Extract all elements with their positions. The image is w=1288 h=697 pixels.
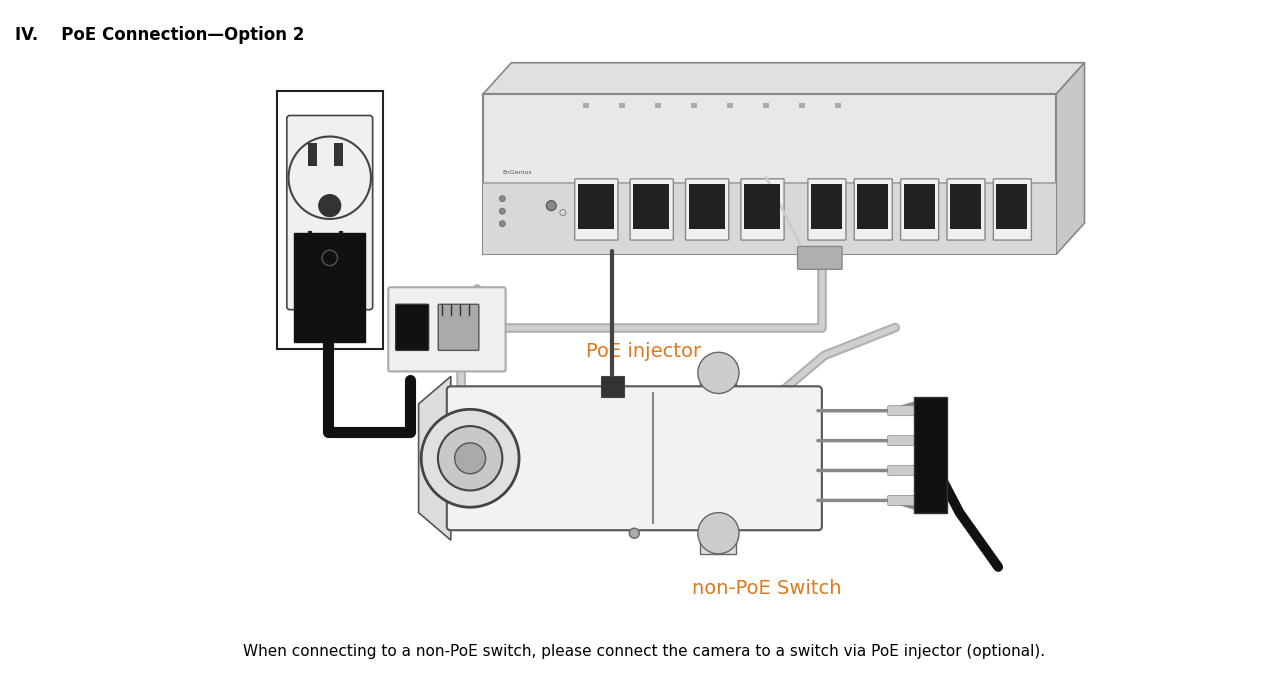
Circle shape bbox=[455, 443, 486, 474]
Bar bbox=[744, 184, 781, 229]
FancyBboxPatch shape bbox=[438, 305, 479, 351]
FancyBboxPatch shape bbox=[900, 179, 939, 240]
Bar bbox=[728, 103, 733, 108]
FancyBboxPatch shape bbox=[854, 179, 893, 240]
Bar bbox=[811, 184, 842, 229]
FancyBboxPatch shape bbox=[797, 247, 842, 269]
Text: PoE injector: PoE injector bbox=[586, 342, 701, 362]
FancyBboxPatch shape bbox=[887, 466, 918, 475]
Text: EnGenius: EnGenius bbox=[502, 170, 532, 176]
Bar bbox=[836, 103, 841, 108]
Bar bbox=[656, 103, 661, 108]
Circle shape bbox=[289, 137, 371, 219]
Circle shape bbox=[630, 528, 639, 538]
Circle shape bbox=[698, 512, 739, 554]
Bar bbox=[308, 143, 317, 166]
FancyBboxPatch shape bbox=[388, 287, 506, 372]
Circle shape bbox=[546, 201, 556, 210]
Bar bbox=[951, 184, 981, 229]
Text: IV.    PoE Connection—Option 2: IV. PoE Connection—Option 2 bbox=[15, 26, 305, 45]
Bar bbox=[334, 143, 343, 166]
Bar bbox=[483, 94, 1056, 254]
Bar bbox=[483, 182, 1056, 254]
FancyBboxPatch shape bbox=[630, 179, 674, 240]
FancyBboxPatch shape bbox=[574, 179, 618, 240]
FancyBboxPatch shape bbox=[685, 179, 729, 240]
Bar bbox=[997, 184, 1028, 229]
Polygon shape bbox=[419, 376, 451, 540]
Bar bbox=[701, 362, 737, 554]
FancyBboxPatch shape bbox=[887, 496, 918, 505]
Bar bbox=[764, 103, 769, 108]
FancyBboxPatch shape bbox=[447, 386, 822, 530]
Circle shape bbox=[500, 196, 505, 201]
Bar bbox=[634, 184, 670, 229]
Circle shape bbox=[318, 194, 341, 217]
FancyBboxPatch shape bbox=[947, 179, 985, 240]
FancyBboxPatch shape bbox=[395, 305, 429, 351]
Polygon shape bbox=[483, 63, 1084, 94]
Bar bbox=[800, 103, 805, 108]
Bar bbox=[689, 184, 725, 229]
Bar bbox=[692, 103, 697, 108]
Bar bbox=[483, 182, 1056, 184]
Circle shape bbox=[500, 208, 505, 214]
Circle shape bbox=[698, 352, 739, 394]
Bar bbox=[620, 103, 625, 108]
Text: When connecting to a non-PoE switch, please connect the camera to a switch via P: When connecting to a non-PoE switch, ple… bbox=[243, 644, 1045, 659]
Circle shape bbox=[421, 409, 519, 507]
FancyBboxPatch shape bbox=[287, 116, 372, 309]
Circle shape bbox=[500, 221, 505, 227]
FancyBboxPatch shape bbox=[887, 406, 918, 415]
Bar bbox=[600, 376, 623, 397]
Text: non-PoE Switch: non-PoE Switch bbox=[692, 579, 841, 599]
Bar bbox=[583, 103, 589, 108]
Bar bbox=[904, 184, 935, 229]
Bar bbox=[294, 233, 365, 342]
FancyBboxPatch shape bbox=[741, 179, 784, 240]
FancyBboxPatch shape bbox=[993, 179, 1032, 240]
Bar bbox=[914, 397, 947, 513]
FancyBboxPatch shape bbox=[277, 91, 383, 348]
Bar bbox=[858, 184, 889, 229]
Polygon shape bbox=[1056, 63, 1084, 254]
FancyBboxPatch shape bbox=[887, 436, 918, 445]
FancyBboxPatch shape bbox=[808, 179, 846, 240]
Bar bbox=[578, 184, 614, 229]
Circle shape bbox=[438, 426, 502, 491]
